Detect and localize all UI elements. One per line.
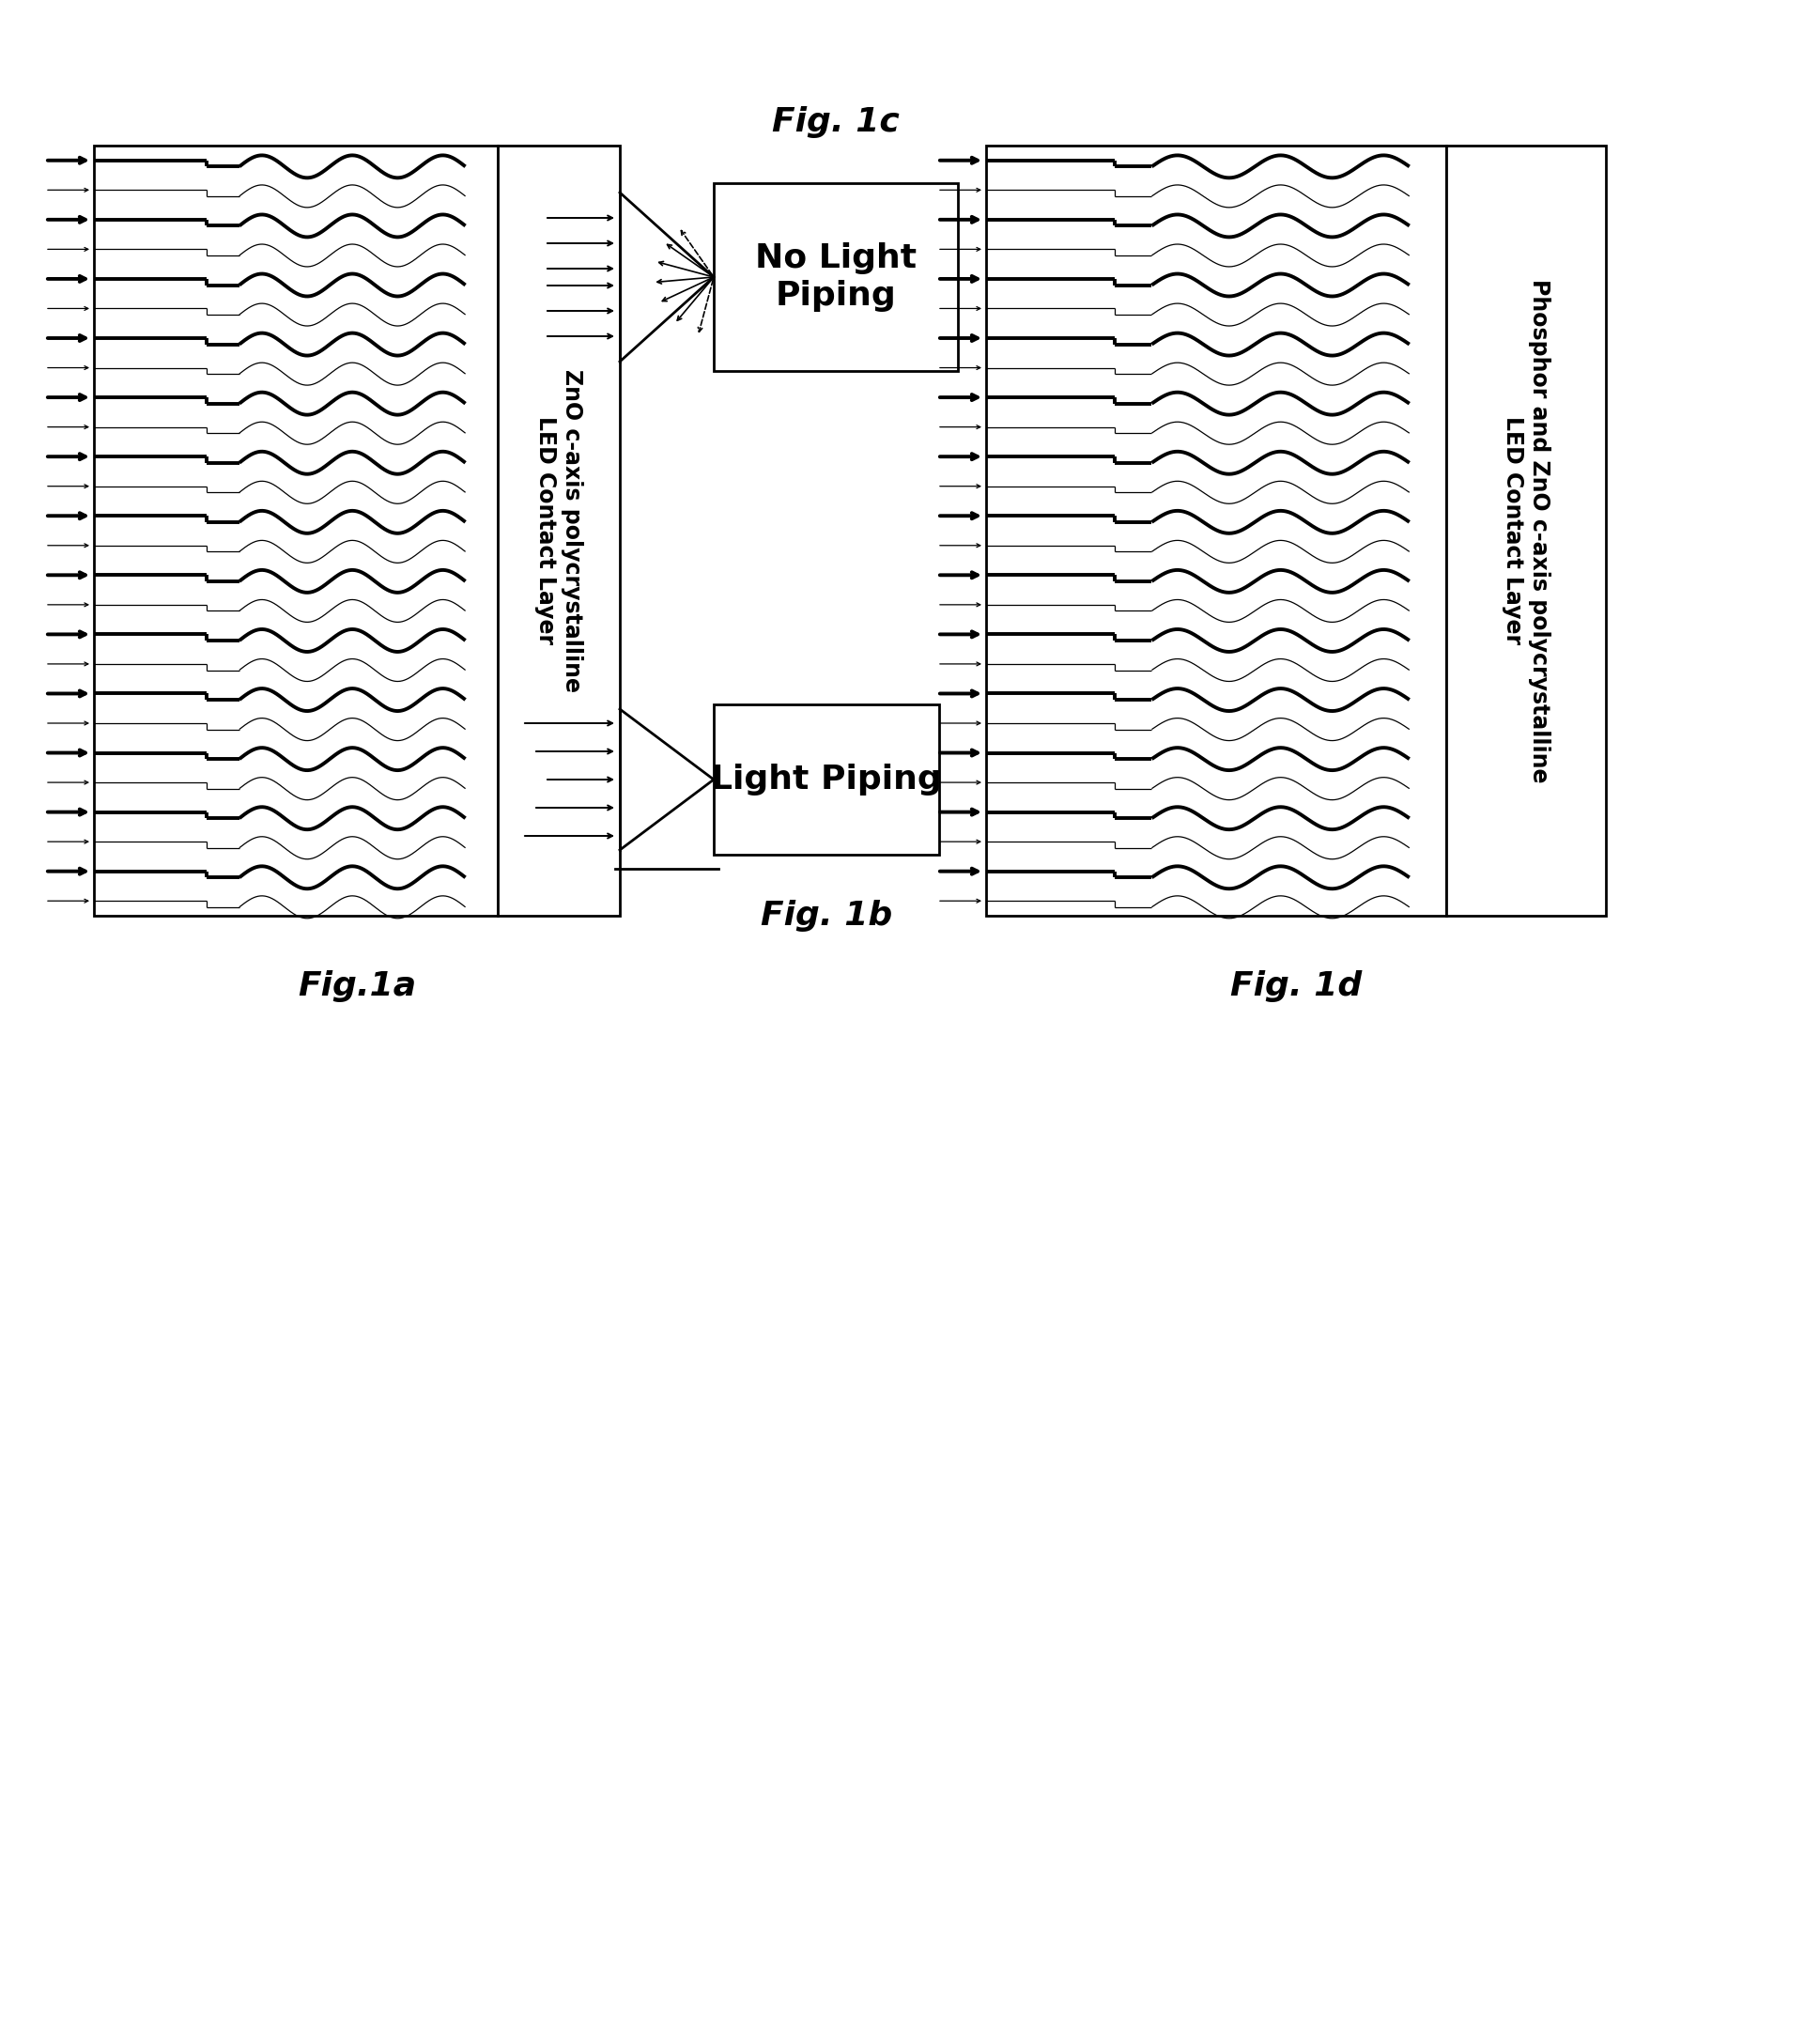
- Text: No Light
Piping: No Light Piping: [755, 243, 917, 312]
- Text: Fig.1a: Fig.1a: [298, 969, 417, 1002]
- Text: Light Piping: Light Piping: [712, 763, 941, 795]
- Text: Fig. 1d: Fig. 1d: [1230, 969, 1361, 1002]
- Bar: [986, 146, 1447, 915]
- Bar: [713, 182, 957, 370]
- Text: Phosphor and ZnO c-axis polycrystalline
LED Contact Layer: Phosphor and ZnO c-axis polycrystalline …: [1502, 279, 1551, 783]
- Text: Fig. 1c: Fig. 1c: [772, 105, 899, 138]
- Bar: [497, 146, 621, 915]
- Text: ZnO c-axis polycrystalline
LED Contact Layer: ZnO c-axis polycrystalline LED Contact L…: [535, 368, 582, 692]
- Bar: [713, 704, 939, 854]
- Text: Fig. 1b: Fig. 1b: [761, 901, 892, 931]
- Bar: [95, 146, 497, 915]
- Bar: [1447, 146, 1605, 915]
